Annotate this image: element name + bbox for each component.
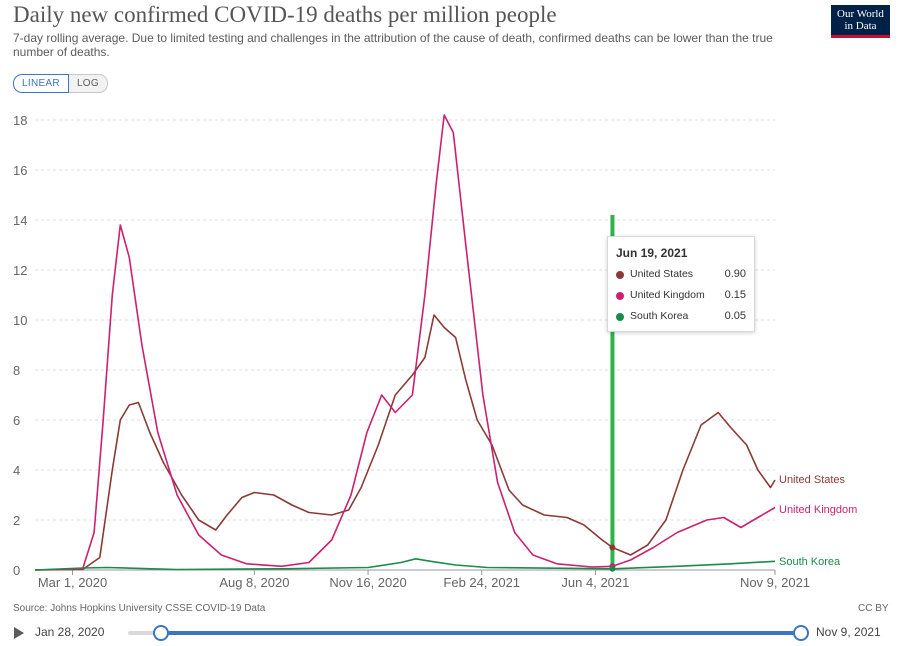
y-tick-label: 18 — [13, 113, 27, 128]
logo-line-2: in Data — [844, 20, 877, 32]
y-tick-label: 6 — [13, 413, 20, 428]
tooltip-date: Jun 19, 2021 — [616, 246, 688, 260]
timeline-start-handle[interactable] — [153, 625, 169, 641]
series-color-dot — [616, 271, 624, 279]
x-tick-label: Feb 24, 2021 — [443, 575, 520, 590]
series-end-label: United States — [779, 474, 846, 486]
y-tick-label: 8 — [13, 363, 20, 378]
y-tick-label: 4 — [13, 463, 20, 478]
series-end-label: South Korea — [779, 556, 841, 568]
series-color-dot — [616, 292, 624, 300]
chart-title: Daily new confirmed COVID-19 deaths per … — [13, 2, 557, 27]
y-tick-label: 0 — [13, 563, 20, 578]
series-line-united-states — [34, 314, 776, 571]
tooltip-row: United States 0.90 — [616, 268, 746, 282]
y-tick-label: 10 — [13, 313, 27, 328]
series-color-dot — [616, 313, 624, 321]
tooltip-row: South Korea 0.05 — [616, 310, 746, 324]
chart-subtitle: 7-day rolling average. Due to limited te… — [13, 31, 773, 59]
linear-scale-button[interactable]: LINEAR — [13, 74, 69, 93]
series-line-united-kingdom — [34, 114, 776, 571]
y-tick-label: 12 — [13, 263, 27, 278]
x-tick-label: Nov 16, 2020 — [329, 575, 406, 590]
timeline: Jan 28, 2020 Nov 9, 2021 — [0, 620, 900, 646]
timeline-end-handle[interactable] — [793, 625, 809, 641]
x-tick-label: Nov 9, 2021 — [740, 575, 810, 590]
timeline-selected-range — [160, 631, 800, 635]
play-icon[interactable] — [14, 627, 24, 639]
y-tick-label: 14 — [13, 213, 27, 228]
logo-line-1: Our World — [837, 8, 884, 20]
x-tick-label: Jun 4, 2021 — [561, 575, 629, 590]
hover-tooltip: Jun 19, 2021 United States 0.90 United K… — [607, 236, 755, 332]
tooltip-series-value: 0.90 — [724, 268, 746, 280]
tooltip-series-name: United States — [630, 268, 694, 280]
tooltip-series-name: United Kingdom — [630, 289, 705, 301]
series-line-south-korea — [34, 558, 776, 571]
x-tick-label: Mar 1, 2020 — [38, 575, 107, 590]
y-tick-label: 2 — [13, 513, 20, 528]
source-link[interactable]: Source: Johns Hopkins University CSSE CO… — [13, 603, 266, 614]
highlight-marker — [609, 544, 616, 551]
timeline-start-label: Jan 28, 2020 — [35, 625, 105, 639]
license-link[interactable]: CC BY — [858, 603, 889, 614]
scale-toggle: LINEAR LOG — [13, 74, 108, 93]
tooltip-series-name: South Korea — [630, 310, 689, 322]
tooltip-row: United Kingdom 0.15 — [616, 289, 746, 303]
tooltip-series-value: 0.05 — [724, 310, 746, 322]
tooltip-series-value: 0.15 — [724, 289, 746, 301]
timeline-end-label: Nov 9, 2021 — [816, 625, 881, 639]
y-tick-label: 16 — [13, 163, 27, 178]
log-scale-button[interactable]: LOG — [68, 74, 108, 93]
owid-logo[interactable]: Our World in Data — [831, 5, 890, 38]
highlight-marker — [609, 565, 616, 572]
x-tick-label: Aug 8, 2020 — [219, 575, 289, 590]
series-end-label: United Kingdom — [779, 504, 857, 516]
